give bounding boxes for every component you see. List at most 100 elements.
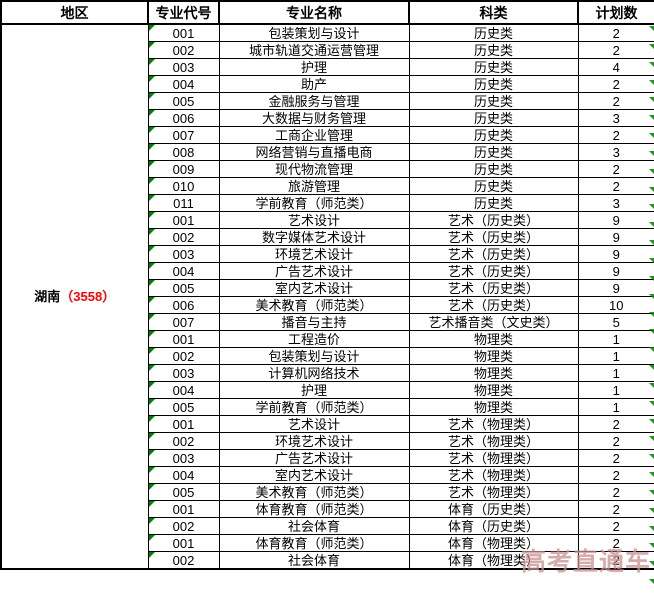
major-name-cell: 环境艺术设计	[218, 432, 410, 450]
major-name-cell: 助产	[218, 75, 410, 93]
major-name-cell: 学前教育（师范类）	[218, 398, 410, 416]
category-cell: 艺术（物理类）	[408, 483, 579, 501]
plan-count-cell: 2	[577, 126, 654, 144]
table-row: 002 社会体育 体育（历史类） 2	[1, 517, 654, 535]
category-cell: 艺术播音类（文史类）	[408, 313, 579, 331]
major-code-cell: 001	[147, 330, 220, 348]
major-code-cell: 011	[147, 194, 220, 212]
major-code-cell: 002	[147, 228, 220, 246]
plan-count-cell: 2	[577, 432, 654, 450]
plan-count-cell: 1	[577, 364, 654, 382]
major-code-cell: 008	[147, 143, 220, 161]
table-row: 009 现代物流管理 历史类 2	[1, 160, 654, 178]
category-cell: 历史类	[408, 143, 579, 161]
major-code-cell: 003	[147, 58, 220, 76]
major-name-cell: 工程造价	[218, 330, 410, 348]
major-name-cell: 广告艺术设计	[218, 449, 410, 467]
major-code-cell: 007	[147, 126, 220, 144]
col-header-major-code: 专业代号	[147, 0, 220, 25]
major-name-cell: 城市轨道交通运营管理	[218, 41, 410, 59]
major-code-cell: 003	[147, 245, 220, 263]
table-row: 001 体育教育（师范类） 体育（物理类） 2	[1, 534, 654, 552]
major-code-cell: 001	[147, 415, 220, 433]
table-row: 004 助产 历史类 2	[1, 75, 654, 93]
major-name-cell: 现代物流管理	[218, 160, 410, 178]
plan-count-cell: 2	[577, 23, 654, 42]
plan-count-cell: 3	[577, 143, 654, 161]
major-name-cell: 护理	[218, 58, 410, 76]
plan-count-cell: 2	[577, 160, 654, 178]
major-code-cell: 006	[147, 109, 220, 127]
table-row: 001 艺术设计 艺术（历史类） 9	[1, 211, 654, 229]
table-row: 004 室内艺术设计 艺术（物理类） 2	[1, 466, 654, 484]
major-name-cell: 计算机网络技术	[218, 364, 410, 382]
category-cell: 历史类	[408, 194, 579, 212]
major-code-cell: 010	[147, 177, 220, 195]
category-cell: 物理类	[408, 364, 579, 382]
major-code-cell: 007	[147, 313, 220, 331]
table-row: 002 包装策划与设计 物理类 1	[1, 347, 654, 365]
plan-count-cell: 2	[577, 41, 654, 59]
table-row: 006 美术教育（师范类） 艺术（历史类） 10	[1, 296, 654, 314]
major-code-cell: 002	[147, 517, 220, 535]
table-row: 003 护理 历史类 4	[1, 58, 654, 76]
major-code-cell: 004	[147, 75, 220, 93]
major-name-cell: 工商企业管理	[218, 126, 410, 144]
table-row: 002 城市轨道交通运营管理 历史类 2	[1, 41, 654, 59]
major-name-cell: 室内艺术设计	[218, 279, 410, 297]
major-code-cell: 002	[147, 432, 220, 450]
plan-count-cell: 2	[577, 551, 654, 570]
major-code-cell: 009	[147, 160, 220, 178]
col-header-region: 地区	[0, 0, 149, 25]
table-row: 003 环境艺术设计 艺术（历史类） 9	[1, 245, 654, 263]
major-name-cell: 室内艺术设计	[218, 466, 410, 484]
category-cell: 艺术（物理类）	[408, 432, 579, 450]
category-cell: 艺术（物理类）	[408, 449, 579, 467]
table-row: 005 学前教育（师范类） 物理类 1	[1, 398, 654, 416]
major-name-cell: 体育教育（师范类）	[218, 500, 410, 518]
major-name-cell: 播音与主持	[218, 313, 410, 331]
category-cell: 历史类	[408, 23, 579, 42]
category-cell: 物理类	[408, 347, 579, 365]
table-row: 005 美术教育（师范类） 艺术（物理类） 2	[1, 483, 654, 501]
category-cell: 艺术（历史类）	[408, 211, 579, 229]
category-cell: 历史类	[408, 126, 579, 144]
category-cell: 历史类	[408, 109, 579, 127]
plan-count-cell: 5	[577, 313, 654, 331]
category-cell: 艺术（历史类）	[408, 279, 579, 297]
major-code-cell: 005	[147, 483, 220, 501]
region-cell: 湖南（3558）	[0, 23, 149, 570]
major-name-cell: 网络营销与直播电商	[218, 143, 410, 161]
plan-count-cell: 9	[577, 279, 654, 297]
major-code-cell: 001	[147, 534, 220, 552]
major-name-cell: 护理	[218, 381, 410, 399]
category-cell: 体育（历史类）	[408, 500, 579, 518]
admission-plan-table: 地区 专业代号 专业名称 科类 计划数 湖南（3558） 001 包装策划与设计 历史…	[0, 0, 654, 570]
major-name-cell: 环境艺术设计	[218, 245, 410, 263]
table-row: 007 播音与主持 艺术播音类（文史类） 5	[1, 313, 654, 331]
category-cell: 体育（物理类）	[408, 534, 579, 552]
table-row: 湖南（3558） 001 包装策划与设计 历史类 2	[0, 23, 654, 570]
category-cell: 历史类	[408, 160, 579, 178]
major-name-cell: 美术教育（师范类）	[218, 483, 410, 501]
plan-count-cell: 2	[577, 75, 654, 93]
major-name-cell: 包装策划与设计	[218, 23, 410, 42]
header-row: 地区 专业代号 专业名称 科类 计划数	[0, 0, 654, 25]
major-code-cell: 004	[147, 466, 220, 484]
table-row: 002 社会体育 体育（物理类） 2	[1, 551, 654, 570]
table-row: 003 计算机网络技术 物理类 1	[1, 364, 654, 382]
major-name-cell: 广告艺术设计	[218, 262, 410, 280]
major-name-cell: 金融服务与管理	[218, 92, 410, 110]
major-code-cell: 002	[147, 41, 220, 59]
plan-count-cell: 2	[577, 177, 654, 195]
category-cell: 艺术（历史类）	[408, 245, 579, 263]
major-code-cell: 004	[147, 262, 220, 280]
region-name: 湖南	[34, 289, 61, 304]
category-cell: 历史类	[408, 92, 579, 110]
major-name-cell: 学前教育（师范类）	[218, 194, 410, 212]
plan-count-cell: 2	[577, 500, 654, 518]
plan-count-cell: 2	[577, 449, 654, 467]
col-header-plan-count: 计划数	[577, 0, 654, 25]
category-cell: 艺术（历史类）	[408, 296, 579, 314]
category-cell: 体育（物理类）	[408, 551, 579, 570]
